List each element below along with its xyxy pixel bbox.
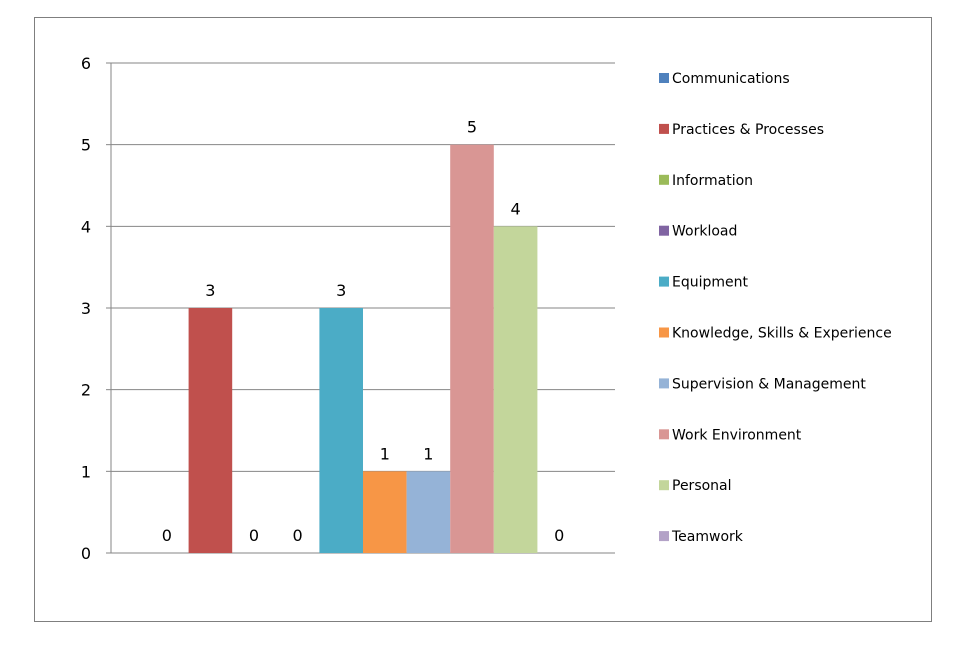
legend-label: Supervision & Management <box>672 376 866 392</box>
legend-swatch <box>659 73 669 83</box>
data-label: 0 <box>293 526 303 545</box>
legend-label: Communications <box>672 71 790 87</box>
legend-label: Teamwork <box>671 529 744 545</box>
data-label: 1 <box>380 444 390 463</box>
legend-label: Practices & Processes <box>672 122 824 138</box>
legend-swatch <box>659 378 669 389</box>
bar-practices-processes <box>188 308 233 553</box>
y-tick-label: 1 <box>81 462 91 481</box>
data-label: 0 <box>162 526 172 545</box>
y-tick-label: 4 <box>81 217 91 236</box>
legend-label: Workload <box>672 224 737 240</box>
data-label: 3 <box>205 281 215 300</box>
y-tick-label: 6 <box>81 54 91 73</box>
bars <box>188 144 538 554</box>
y-tick-label: 3 <box>81 299 91 318</box>
data-label: 0 <box>554 526 564 545</box>
y-tick-label: 5 <box>81 136 91 155</box>
data-label: 1 <box>423 444 433 463</box>
bar-supervision-management <box>406 471 451 553</box>
bar-work-environment <box>450 144 494 553</box>
legend-swatch <box>659 531 669 542</box>
legend-swatch <box>659 225 669 236</box>
legend-label: Equipment <box>672 275 749 291</box>
legend-label: Work Environment <box>672 427 802 443</box>
legend-swatch <box>659 174 669 185</box>
bar-knowledge-skills-experience <box>363 471 407 553</box>
legend: Communications Practices & Processes Infor… <box>659 71 892 545</box>
legend-swatch <box>659 429 669 440</box>
chart-frame: 0 1 2 3 4 5 6 0 3 0 0 3 1 1 5 4 0 Communications Practic… <box>34 17 932 622</box>
data-label: 5 <box>467 118 477 137</box>
legend-swatch <box>659 327 669 338</box>
data-labels: 0 3 0 0 3 1 1 5 4 0 <box>162 118 565 545</box>
bar-chart: 0 1 2 3 4 5 6 0 3 0 0 3 1 1 5 4 0 Communications Practic… <box>81 54 892 563</box>
data-label: 3 <box>336 281 346 300</box>
data-label: 4 <box>511 199 521 218</box>
y-tick-label: 0 <box>81 544 91 563</box>
legend-label: Personal <box>672 478 732 494</box>
data-label: 0 <box>249 526 259 545</box>
bar-personal <box>493 226 538 554</box>
bar-equipment <box>319 308 363 553</box>
legend-swatch <box>659 276 669 287</box>
legend-label: Knowledge, Skills & Experience <box>672 326 892 342</box>
legend-swatch <box>659 480 669 491</box>
y-tick-label: 2 <box>81 381 91 400</box>
legend-label: Information <box>672 173 753 189</box>
legend-swatch <box>659 123 669 134</box>
